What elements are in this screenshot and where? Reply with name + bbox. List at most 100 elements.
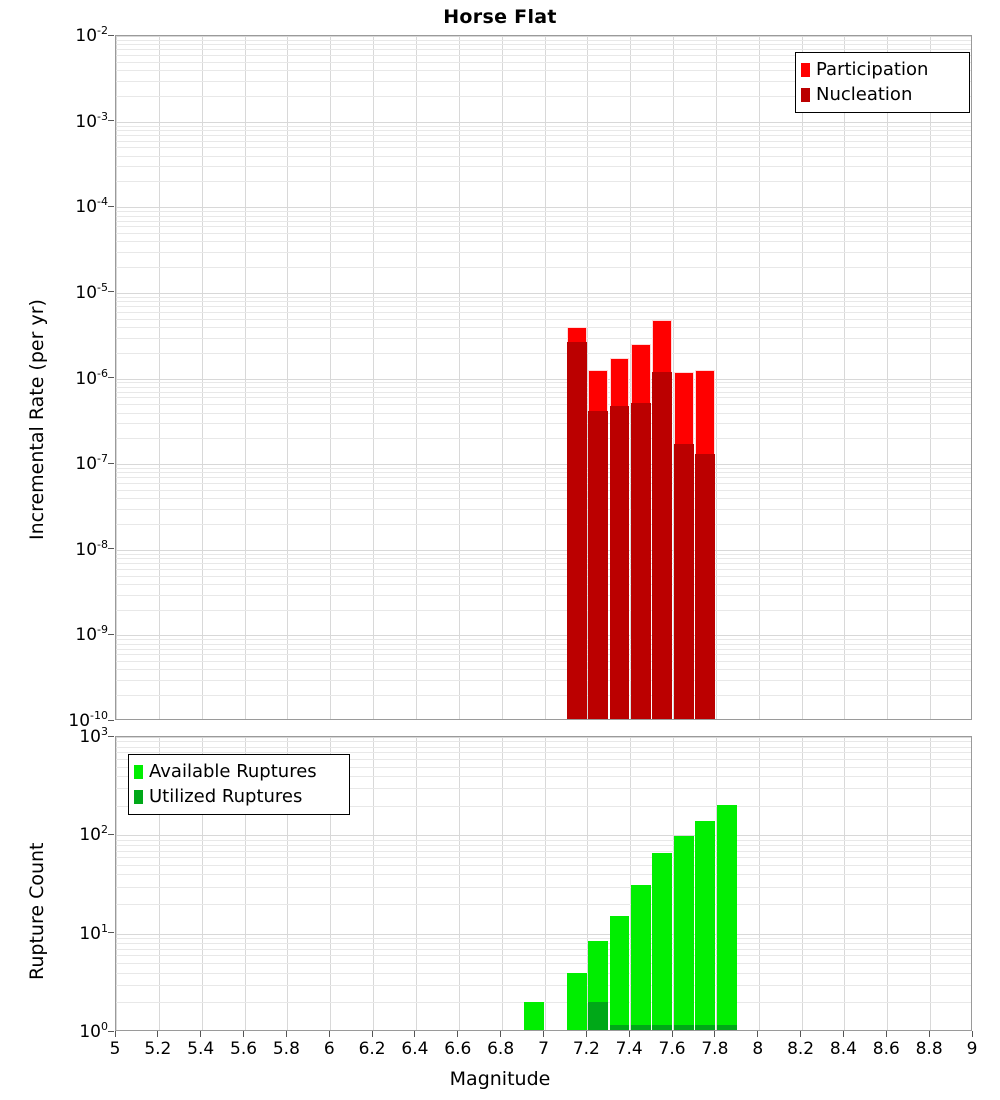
grid-line-minor: [116, 181, 971, 183]
utilized-ruptures-bar: [652, 1024, 673, 1030]
grid-line-vertical: [887, 36, 889, 719]
grid-line-vertical: [415, 737, 417, 1030]
grid-line-minor: [116, 61, 971, 63]
available-ruptures-bar: [566, 972, 587, 1030]
grid-line-minor: [116, 864, 971, 866]
nucleation-bar: [588, 410, 609, 719]
rupture-count-y-tick-mark: [108, 932, 114, 934]
grid-line-vertical: [116, 36, 117, 719]
grid-line-minor: [116, 985, 971, 987]
grid-line-minor: [116, 857, 971, 859]
grid-line-minor: [116, 423, 971, 425]
rupture-count-legend-swatch-icon: [134, 789, 143, 804]
grid-line-major: [116, 737, 971, 738]
grid-line-minor: [116, 412, 971, 414]
incremental-rate-y-tick-label: 10-5: [75, 281, 108, 303]
incremental-rate-legend-swatch-icon: [801, 87, 810, 102]
grid-line-minor: [116, 318, 971, 320]
grid-line-vertical: [158, 36, 160, 719]
x-tick-label: 5: [109, 1039, 121, 1059]
available-ruptures-bar: [630, 885, 651, 1030]
incremental-rate-y-tick-label: 10-8: [75, 537, 108, 560]
grid-line-minor: [116, 241, 971, 243]
grid-line-minor: [116, 874, 971, 876]
grid-line-minor: [116, 695, 971, 697]
x-tick-label: 5.2: [144, 1039, 172, 1059]
grid-line-minor: [116, 805, 971, 807]
grid-line-vertical: [501, 36, 503, 719]
rupture-count-y-tick-label: 102: [79, 823, 108, 846]
grid-line-minor: [116, 382, 971, 384]
grid-line-minor: [116, 129, 971, 131]
grid-line-minor: [116, 477, 971, 479]
grid-line-vertical: [287, 737, 289, 1030]
x-tick-mark: [157, 1031, 159, 1037]
x-tick-label: 7.2: [572, 1039, 600, 1059]
grid-line-vertical: [287, 36, 289, 719]
grid-line-minor: [116, 746, 971, 748]
utilized-ruptures-bar: [588, 1002, 609, 1030]
grid-line-minor: [116, 639, 971, 641]
grid-line-minor: [116, 226, 971, 228]
grid-line-minor: [116, 80, 971, 82]
nucleation-bar: [630, 402, 651, 719]
grid-line-minor: [116, 44, 971, 46]
grid-line-vertical: [373, 737, 375, 1030]
grid-line-vertical: [844, 737, 846, 1030]
grid-line-minor: [116, 943, 971, 945]
available-ruptures-bar: [609, 916, 630, 1030]
grid-line-minor: [116, 839, 971, 841]
grid-line-minor: [116, 553, 971, 555]
rupture-count-y-axis-title: Rupture Count: [26, 842, 48, 981]
grid-line-major: [116, 36, 971, 37]
x-tick-mark: [671, 1031, 673, 1037]
incremental-rate-legend-item: Participation: [801, 57, 962, 82]
grid-line-major: [116, 464, 971, 466]
grid-line-vertical: [244, 737, 246, 1030]
x-tick-label: 7: [538, 1039, 549, 1059]
grid-line-minor: [116, 220, 971, 222]
incremental-rate-y-tick-mark: [108, 34, 114, 36]
rupture-count-y-tick-mark: [108, 735, 114, 737]
incremental-rate-y-tick-label: 10-10: [68, 709, 108, 731]
grid-line-vertical: [801, 36, 803, 719]
grid-line-minor: [116, 643, 971, 645]
grid-line-vertical: [758, 737, 760, 1030]
x-tick-mark: [285, 1031, 287, 1037]
grid-line-minor: [116, 609, 971, 611]
incremental-rate-y-tick-label: 10-9: [75, 623, 108, 646]
x-tick-label: 6.4: [401, 1039, 429, 1059]
x-tick-label: 7.8: [701, 1039, 729, 1059]
incremental-rate-y-tick-label: 10-6: [75, 366, 108, 389]
rupture-count-legend-swatch-icon: [134, 764, 143, 779]
grid-line-minor: [116, 70, 971, 72]
rupture-count-y-tick-mark: [108, 833, 114, 835]
grid-line-minor: [116, 95, 971, 97]
grid-line-minor: [116, 948, 971, 950]
grid-line-major: [116, 933, 971, 935]
grid-line-minor: [116, 963, 971, 965]
grid-line-vertical: [544, 36, 546, 719]
nucleation-bar: [695, 454, 716, 719]
grid-line-minor: [116, 472, 971, 474]
available-ruptures-bar: [523, 1002, 544, 1030]
grid-line-minor: [116, 904, 971, 906]
rupture-count-y-tick-label: 101: [79, 921, 108, 944]
grid-line-minor: [116, 301, 971, 303]
grid-line-minor: [116, 483, 971, 485]
grid-line-minor: [116, 758, 971, 760]
incremental-rate-y-tick-mark: [108, 462, 114, 464]
x-tick-mark: [200, 1031, 202, 1037]
grid-line-vertical: [244, 36, 246, 719]
grid-line-vertical: [201, 737, 203, 1030]
utilized-ruptures-bar: [673, 1024, 694, 1030]
grid-line-minor: [116, 568, 971, 570]
rupture-count-legend-item: Utilized Ruptures: [134, 784, 342, 809]
grid-line-vertical: [415, 36, 417, 719]
grid-line-vertical: [116, 737, 117, 1030]
grid-line-minor: [116, 252, 971, 254]
grid-line-minor: [116, 125, 971, 127]
incremental-rate-y-tick-label: 10-7: [75, 452, 108, 474]
rupture-count-legend-label: Utilized Ruptures: [149, 785, 303, 807]
grid-line-vertical: [844, 36, 846, 719]
